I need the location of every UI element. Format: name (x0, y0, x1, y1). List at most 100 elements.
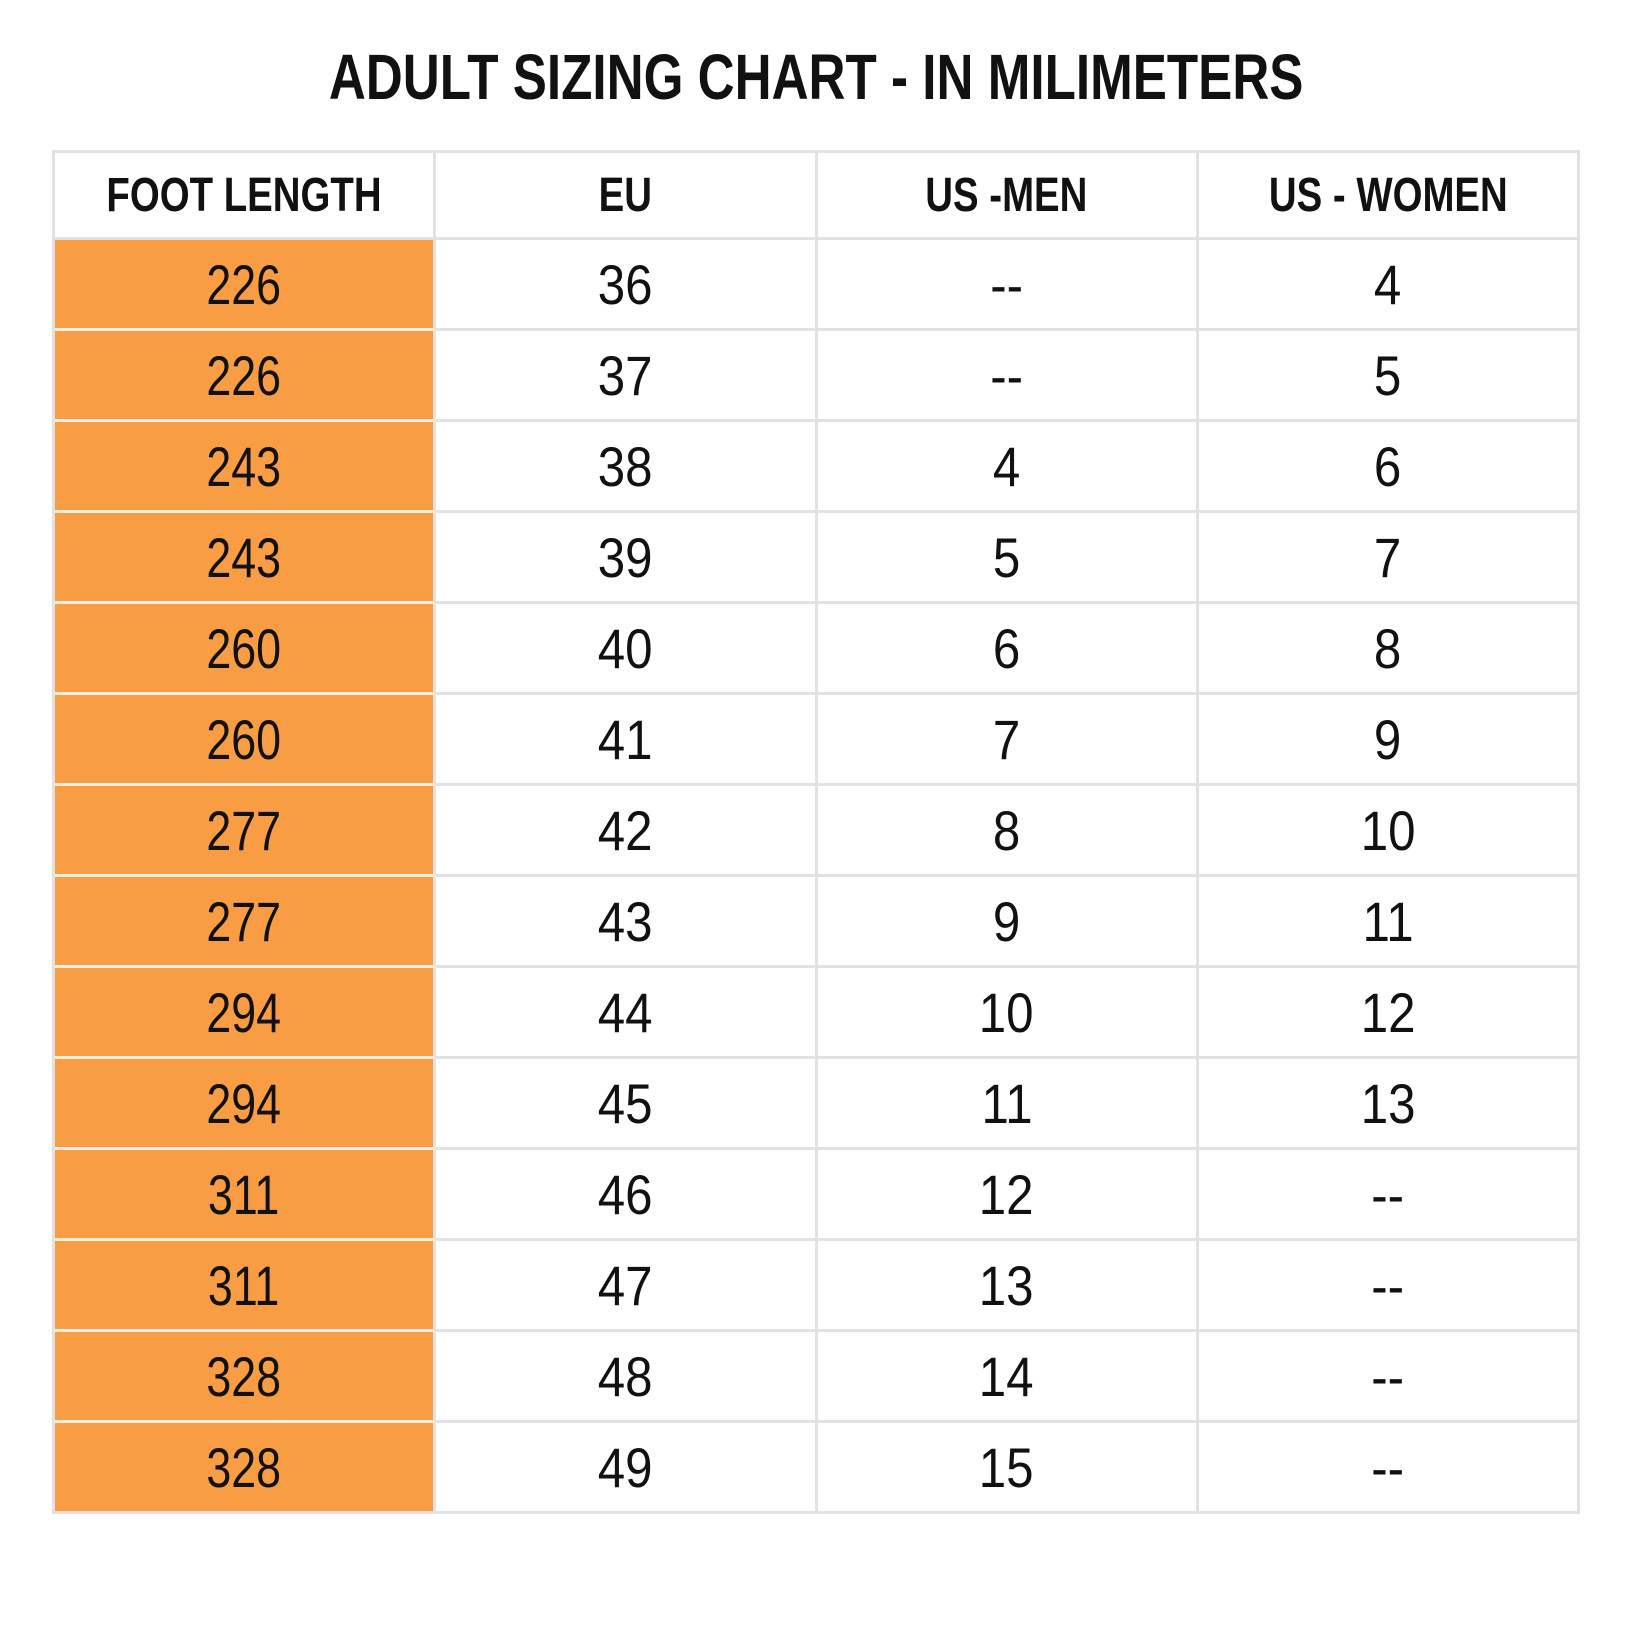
eu-cell: 47 (436, 1241, 818, 1332)
cell-value: 311 (208, 1253, 280, 1317)
cell-value: 294 (206, 980, 282, 1044)
us-women-cell: 4 (1198, 240, 1580, 331)
eu-cell: 38 (436, 422, 818, 513)
us-men-cell: 6 (817, 604, 1199, 695)
table-row: 243 38 4 6 (55, 422, 1580, 513)
eu-cell: 36 (436, 240, 818, 331)
cell-value: 15 (979, 1435, 1035, 1499)
cell-value: 36 (597, 252, 653, 316)
cell-value: 6 (1374, 434, 1402, 498)
table-row: 294 45 11 13 (55, 1059, 1580, 1150)
cell-value: 277 (206, 889, 282, 953)
page-title-text: ADULT SIZING CHART - IN MILIMETERS (328, 41, 1304, 113)
us-women-cell: -- (1198, 1241, 1580, 1332)
cell-value: 10 (979, 980, 1035, 1044)
cell-value: 9 (1374, 707, 1402, 771)
us-women-cell: 6 (1198, 422, 1580, 513)
cell-value: 243 (206, 434, 282, 498)
us-men-cell: -- (817, 240, 1199, 331)
eu-cell: 46 (436, 1150, 818, 1241)
foot-length-cell: 277 (55, 877, 437, 968)
eu-cell: 48 (436, 1332, 818, 1423)
eu-cell: 39 (436, 513, 818, 604)
column-header-us-women-label: US - WOMEN (1268, 168, 1508, 222)
us-men-cell: -- (817, 331, 1199, 422)
foot-length-cell: 311 (55, 1241, 437, 1332)
table-body: 226 36 -- 4 226 37 -- 5 243 38 4 6 243 3… (55, 240, 1580, 1514)
header-row: FOOT LENGTH EU US -MEN US - WOMEN (55, 153, 1580, 240)
cell-value: 14 (979, 1344, 1035, 1408)
foot-length-cell: 260 (55, 604, 437, 695)
cell-value: -- (990, 343, 1024, 407)
cell-value: 260 (206, 707, 282, 771)
cell-value: 8 (992, 798, 1021, 862)
foot-length-cell: 294 (55, 1059, 437, 1150)
cell-value: 11 (981, 1071, 1033, 1135)
us-women-cell: 7 (1198, 513, 1580, 604)
table-row: 226 36 -- 4 (55, 240, 1580, 331)
cell-value: 6 (992, 616, 1021, 680)
table-row: 260 40 6 8 (55, 604, 1580, 695)
eu-cell: 44 (436, 968, 818, 1059)
cell-value: 48 (597, 1344, 653, 1408)
us-women-cell: 8 (1198, 604, 1580, 695)
cell-value: 311 (208, 1162, 280, 1226)
us-women-cell: -- (1198, 1423, 1580, 1514)
cell-value: 8 (1374, 616, 1402, 680)
foot-length-cell: 277 (55, 786, 437, 877)
foot-length-cell: 243 (55, 422, 437, 513)
table-row: 277 42 8 10 (55, 786, 1580, 877)
us-men-cell: 8 (817, 786, 1199, 877)
cell-value: 277 (206, 798, 282, 862)
cell-value: 4 (992, 434, 1021, 498)
us-women-cell: 11 (1198, 877, 1580, 968)
us-men-cell: 11 (817, 1059, 1199, 1150)
eu-cell: 42 (436, 786, 818, 877)
table-row: 277 43 9 11 (55, 877, 1580, 968)
cell-value: -- (1371, 1162, 1405, 1226)
us-men-cell: 12 (817, 1150, 1199, 1241)
us-men-cell: 14 (817, 1332, 1199, 1423)
cell-value: 10 (1360, 798, 1416, 862)
sizing-table: FOOT LENGTH EU US -MEN US - WOMEN 226 36… (52, 150, 1580, 1514)
column-header-us-women: US - WOMEN (1198, 153, 1580, 240)
page-title: ADULT SIZING CHART - IN MILIMETERS (0, 42, 1632, 112)
table-row: 311 46 12 -- (55, 1150, 1580, 1241)
cell-value: 12 (979, 1162, 1035, 1226)
us-women-cell: 5 (1198, 331, 1580, 422)
cell-value: 40 (597, 616, 653, 680)
cell-value: -- (990, 252, 1024, 316)
cell-value: 44 (597, 980, 653, 1044)
eu-cell: 37 (436, 331, 818, 422)
us-men-cell: 10 (817, 968, 1199, 1059)
table-header: FOOT LENGTH EU US -MEN US - WOMEN (55, 153, 1580, 240)
cell-value: 41 (597, 707, 653, 771)
cell-value: 13 (1360, 1071, 1416, 1135)
us-women-cell: -- (1198, 1150, 1580, 1241)
cell-value: 39 (597, 525, 653, 589)
us-men-cell: 15 (817, 1423, 1199, 1514)
cell-value: 328 (206, 1435, 282, 1499)
cell-value: 226 (206, 343, 282, 407)
column-header-eu-label: EU (598, 168, 653, 222)
cell-value: 7 (1374, 525, 1402, 589)
cell-value: 37 (597, 343, 653, 407)
cell-value: 9 (992, 889, 1021, 953)
us-men-cell: 4 (817, 422, 1199, 513)
cell-value: 260 (206, 616, 282, 680)
us-men-cell: 9 (817, 877, 1199, 968)
column-header-foot-length: FOOT LENGTH (55, 153, 437, 240)
cell-value: 226 (206, 252, 282, 316)
table-row: 311 47 13 -- (55, 1241, 1580, 1332)
eu-cell: 43 (436, 877, 818, 968)
cell-value: 12 (1360, 980, 1416, 1044)
us-women-cell: 12 (1198, 968, 1580, 1059)
foot-length-cell: 328 (55, 1423, 437, 1514)
cell-value: 7 (992, 707, 1021, 771)
cell-value: 5 (992, 525, 1021, 589)
eu-cell: 40 (436, 604, 818, 695)
cell-value: 11 (1362, 889, 1414, 953)
cell-value: 45 (597, 1071, 653, 1135)
table-row: 294 44 10 12 (55, 968, 1580, 1059)
table-row: 328 49 15 -- (55, 1423, 1580, 1514)
